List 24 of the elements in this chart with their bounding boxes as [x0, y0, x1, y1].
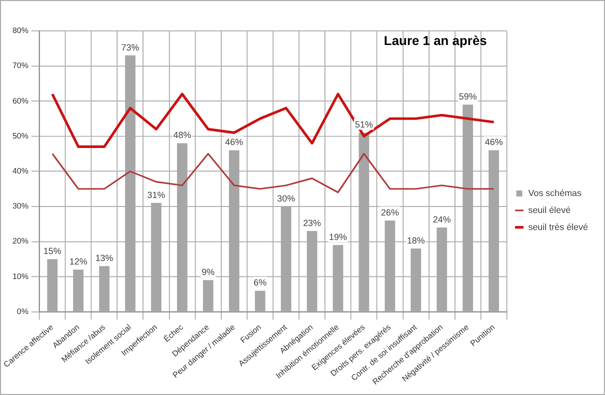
data-label: 26% — [380, 207, 399, 218]
data-label: 73% — [121, 42, 140, 52]
data-label: 24% — [432, 214, 451, 224]
legend-label: Vos schémas — [528, 188, 582, 198]
data-label: 48% — [173, 130, 192, 140]
data-label: 59% — [458, 92, 477, 102]
chart-title: Laure 1 an après — [384, 32, 487, 48]
legend-label: seuil très élevé — [528, 222, 588, 232]
data-label: 6% — [254, 278, 267, 288]
data-label: 15% — [43, 246, 62, 256]
bar — [254, 290, 266, 312]
data-label: 23% — [303, 218, 322, 228]
data-label: 12% — [69, 256, 88, 267]
data-label: 13% — [95, 253, 114, 264]
data-label: 51% — [355, 120, 373, 130]
data-label: 19% — [329, 232, 348, 242]
data-label: 9% — [202, 267, 215, 278]
legend-label: seuil élevé — [528, 204, 571, 215]
bar — [202, 280, 214, 312]
data-label: 46% — [225, 137, 244, 148]
data-label: 30% — [277, 193, 296, 204]
data-label: 46% — [484, 137, 503, 148]
data-label: 18% — [406, 236, 425, 246]
data-label: 31% — [147, 190, 166, 200]
